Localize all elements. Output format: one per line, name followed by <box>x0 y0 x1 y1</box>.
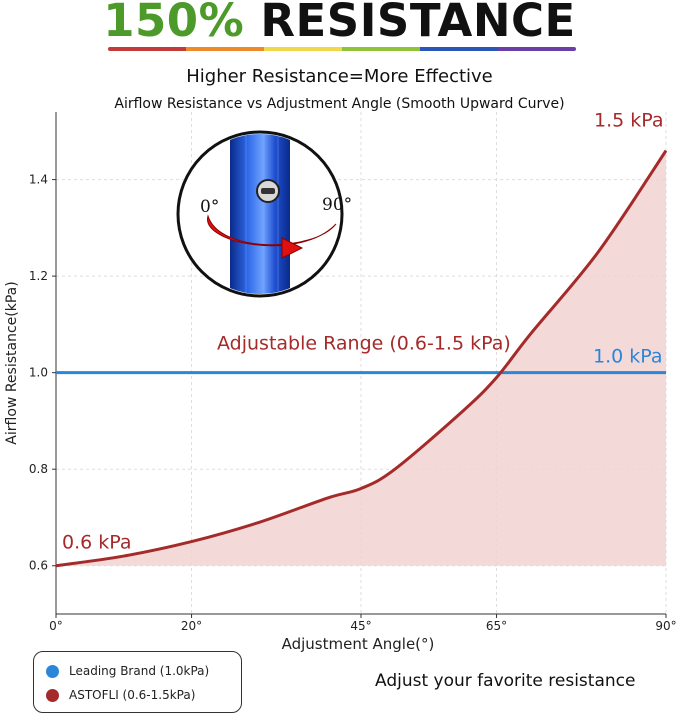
rainbow-segment-0 <box>108 47 186 51</box>
x-tick-label: 45° <box>350 619 371 633</box>
annotation-baseline: 1.0 kPa <box>593 346 663 368</box>
annotation-end: 1.5 kPa <box>594 109 664 131</box>
inset-tube-group <box>230 134 290 294</box>
rainbow-segment-1 <box>186 47 264 51</box>
rotation-arrow-band <box>207 214 337 247</box>
adjustable-range-fill <box>56 150 666 566</box>
x-tick-label: 90° <box>655 619 676 633</box>
inset-tube <box>230 134 290 294</box>
rainbow-segment-2 <box>264 47 342 51</box>
rotation-arrow-head <box>281 237 304 259</box>
chart-title: Airflow Resistance vs Adjustment Angle (… <box>114 96 565 112</box>
inset-label-0: 0° <box>200 197 219 217</box>
y-tick-label: 0.8 <box>29 462 48 476</box>
inset-label-90: 90° <box>322 195 352 215</box>
headline-percent: 150% <box>103 0 245 47</box>
astofli-curve <box>55 149 668 568</box>
y-tick-label: 0.6 <box>29 559 48 573</box>
annotation-start: 0.6 kPa <box>62 532 132 554</box>
legend-label-leading-brand: Leading Brand (1.0kPa) <box>69 664 210 678</box>
rainbow-divider <box>108 47 576 51</box>
legend-swatch-leading-brand <box>46 664 59 678</box>
y-tick-label: 1.4 <box>29 173 48 187</box>
tagline: Adjust your favorite resistance <box>375 671 636 691</box>
rainbow-segment-4 <box>420 47 498 51</box>
x-tick-label: 0° <box>49 619 63 633</box>
annotation-range: Adjustable Range (0.6-1.5 kPa) <box>217 333 511 355</box>
rainbow-segment-3 <box>342 47 420 51</box>
x-tick-label: 20° <box>181 619 202 633</box>
inset-valve-slot <box>261 188 275 194</box>
legend-item-leading-brand: Leading Brand (1.0kPa) <box>46 659 241 683</box>
legend-item-astofli: ASTOFLI (0.6-1.5kPa) <box>46 683 241 707</box>
x-axis-label: Adjustment Angle(°) <box>282 635 435 653</box>
y-tick-label: 1.2 <box>29 269 48 283</box>
y-tick-label: 1.0 <box>29 366 48 380</box>
y-axis-label: Airflow Resistance(kPa) <box>4 281 20 444</box>
legend-label-astofli: ASTOFLI (0.6-1.5kPa) <box>69 688 196 702</box>
rainbow-segment-5 <box>498 47 576 51</box>
legend-swatch-astofli <box>46 688 59 702</box>
x-tick-label: 65° <box>486 619 507 633</box>
legend: Leading Brand (1.0kPa) ASTOFLI (0.6-1.5k… <box>33 651 242 713</box>
headline: 150% RESISTANCE <box>0 0 679 47</box>
subtitle: Higher Resistance=More Effective <box>186 66 493 87</box>
headline-word: RESISTANCE <box>260 0 576 47</box>
